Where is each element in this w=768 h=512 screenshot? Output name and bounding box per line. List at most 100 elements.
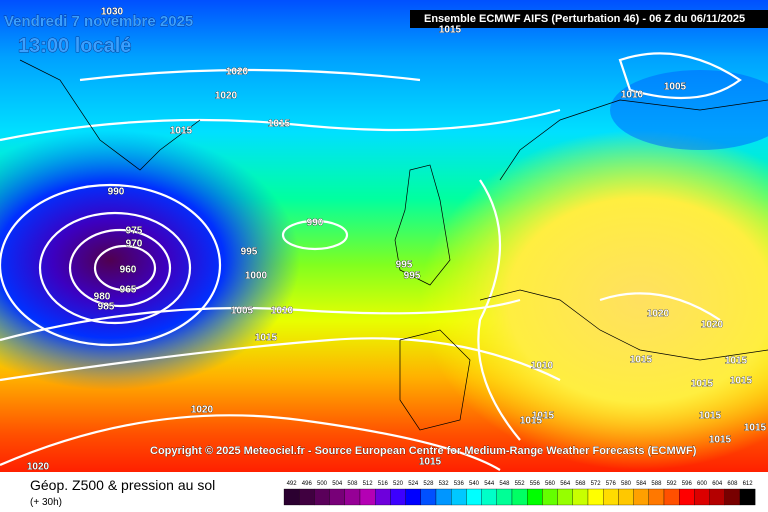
color-swatch bbox=[603, 488, 619, 506]
color-swatch bbox=[314, 488, 330, 506]
color-swatch bbox=[344, 488, 361, 506]
isobar-label: 1005 bbox=[664, 82, 687, 93]
color-swatch bbox=[375, 488, 391, 506]
color-swatch bbox=[542, 488, 558, 506]
isobar-label: 980 bbox=[94, 292, 111, 303]
color-swatch bbox=[329, 488, 345, 506]
legend-label: 556 bbox=[530, 481, 541, 487]
forecast-date: Vendredi 7 novembre 2025 bbox=[4, 13, 193, 30]
legend-label: 536 bbox=[454, 481, 465, 487]
coastlines bbox=[19, 59, 768, 431]
color-swatch bbox=[390, 488, 406, 506]
legend-label: 580 bbox=[621, 481, 632, 487]
warm-area bbox=[420, 130, 768, 470]
isobar-label: 1020 bbox=[226, 67, 249, 78]
legend-label: 520 bbox=[393, 481, 404, 487]
isobar-label: 1015 bbox=[709, 435, 732, 446]
legend-label: 512 bbox=[363, 481, 374, 487]
isobar-label: 995 bbox=[241, 247, 258, 258]
color-swatch bbox=[511, 488, 528, 506]
color-swatch bbox=[709, 488, 725, 506]
isobar-label: 990 bbox=[307, 218, 324, 229]
isobar-labels: 1030 1015 1020 1020 1010 1005 1015 1015 990 990 97… bbox=[27, 6, 767, 473]
legend-label: 528 bbox=[423, 481, 434, 487]
color-swatch bbox=[663, 488, 680, 506]
isobar-label: 1015 bbox=[730, 376, 753, 387]
legend-label: 568 bbox=[575, 481, 586, 487]
isobar-label: 995 bbox=[404, 271, 421, 282]
isobar-label: 965 bbox=[120, 285, 137, 296]
isobar-label: 1015 bbox=[439, 25, 462, 36]
isobar-label: 1030 bbox=[101, 7, 124, 18]
legend-label: 516 bbox=[378, 481, 389, 487]
legend-label: 500 bbox=[317, 481, 328, 487]
header-bar bbox=[410, 10, 768, 28]
isobar-label: 1020 bbox=[27, 462, 50, 473]
legend-label: 504 bbox=[332, 481, 343, 487]
isobar-label: 1020 bbox=[701, 320, 724, 331]
isobar-label: 1015 bbox=[725, 356, 748, 367]
color-swatch bbox=[420, 488, 437, 506]
legend-label: 596 bbox=[682, 481, 693, 487]
isobar-label: 1015 bbox=[255, 333, 278, 344]
isobar-label: 1010 bbox=[621, 90, 644, 101]
copyright: Copyright © 2025 Meteociel.fr - Source E… bbox=[150, 445, 697, 457]
isobar-label: 990 bbox=[108, 187, 125, 198]
isobar-label: 1000 bbox=[245, 271, 268, 282]
color-swatch bbox=[618, 488, 634, 506]
legend-label: 560 bbox=[545, 481, 556, 487]
isobars bbox=[0, 52, 742, 471]
color-swatch bbox=[435, 488, 452, 506]
color-swatch bbox=[648, 488, 665, 506]
legend-label: 572 bbox=[591, 481, 602, 487]
legend-label: 552 bbox=[515, 481, 526, 487]
low-pressure-area bbox=[0, 130, 300, 390]
isobar-label: 1015 bbox=[630, 355, 653, 366]
isobar-label: 1010 bbox=[271, 306, 294, 317]
isobar-label: 985 bbox=[98, 302, 115, 313]
color-swatch bbox=[679, 488, 695, 506]
isobar-label: 1015 bbox=[170, 126, 193, 137]
legend-label: 588 bbox=[651, 481, 662, 487]
legend-label: 524 bbox=[408, 481, 419, 487]
isobar-label: 1020 bbox=[215, 91, 238, 102]
isobar-label: 975 bbox=[126, 226, 143, 237]
color-swatch bbox=[633, 488, 649, 506]
legend-label: 576 bbox=[606, 481, 617, 487]
legend-label: 544 bbox=[484, 481, 495, 487]
local-time: 13:00 localé bbox=[18, 35, 131, 57]
legend-label: 592 bbox=[667, 481, 678, 487]
legend-label: 604 bbox=[712, 481, 723, 487]
color-swatch bbox=[283, 488, 300, 506]
isobar-label: 1015 bbox=[699, 411, 722, 422]
color-swatch bbox=[466, 488, 482, 506]
isobar-label: 995 bbox=[396, 260, 413, 271]
legend-label: 492 bbox=[287, 481, 298, 487]
legend-label: 540 bbox=[469, 481, 480, 487]
legend-label: 548 bbox=[499, 481, 510, 487]
legend-label: 496 bbox=[302, 481, 313, 487]
isobar-label: 1005 bbox=[231, 306, 254, 317]
legend-label: 600 bbox=[697, 481, 708, 487]
isobar-label: 1015 bbox=[532, 411, 555, 422]
isobar-label: 1015 bbox=[691, 379, 714, 390]
isobar-label: 970 bbox=[126, 239, 143, 250]
isobar-label: 1020 bbox=[647, 309, 670, 320]
color-swatch bbox=[572, 488, 589, 506]
isobar-label: 1015 bbox=[268, 119, 291, 130]
color-swatch bbox=[481, 488, 497, 506]
color-swatch bbox=[724, 488, 741, 506]
isobar-label: 1020 bbox=[191, 405, 214, 416]
color-swatch bbox=[557, 488, 573, 506]
color-legend: 492 496 500 504 508 512 516 520 524 528 532 536 540 5… bbox=[283, 481, 756, 506]
color-swatch bbox=[587, 488, 604, 506]
model-info: Ensemble ECMWF AIFS (Perturbation 46) - … bbox=[424, 13, 745, 25]
legend-label: 532 bbox=[439, 481, 450, 487]
color-swatch bbox=[739, 488, 756, 506]
footer-title: Géop. Z500 & pression au sol bbox=[30, 477, 215, 493]
color-swatch bbox=[694, 488, 710, 506]
legend-label: 584 bbox=[636, 481, 647, 487]
legend-label: 612 bbox=[743, 481, 754, 487]
